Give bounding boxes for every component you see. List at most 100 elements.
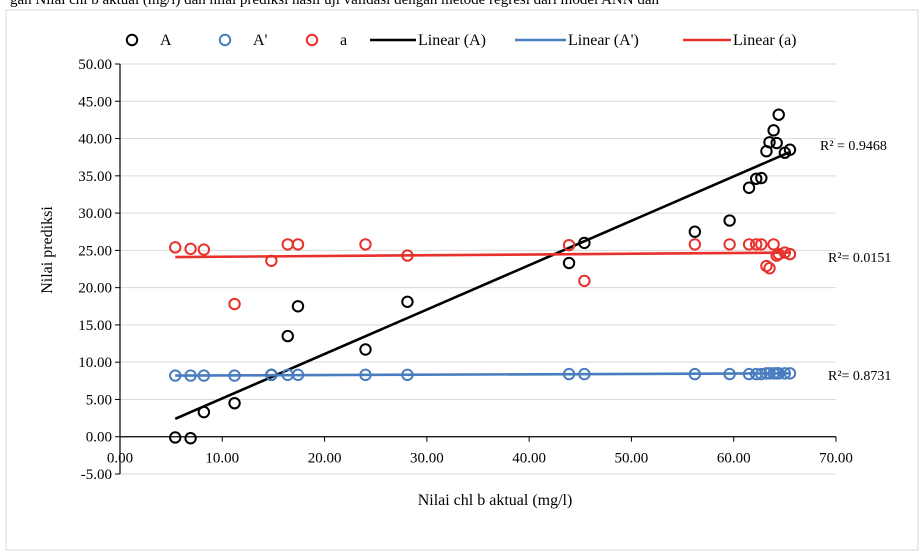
data-point: [578, 367, 591, 381]
data-point: [750, 238, 763, 251]
data-point: [228, 297, 241, 311]
data-point: [401, 249, 414, 262]
data-point: [359, 238, 372, 251]
legend-label: Linear (a): [733, 32, 797, 49]
x-tick-label: 40.00: [512, 451, 546, 467]
y-tick-label: 25.00: [78, 243, 112, 259]
data-point: [291, 238, 305, 251]
legend-label: A': [253, 32, 268, 49]
data-point: [723, 367, 736, 381]
data-point: [169, 431, 182, 444]
data-point: [750, 172, 763, 186]
data-point: [767, 238, 780, 251]
header-text: gan Nilai chl b aktual (mg/l) dan nilai …: [10, 0, 659, 8]
data-point: [359, 343, 372, 356]
data-point: [723, 214, 736, 227]
y-tick-label: 5.00: [86, 392, 112, 408]
data-point: [755, 238, 768, 251]
data-point: [742, 367, 756, 381]
data-point: [742, 181, 756, 194]
r2-labels: R² = 0.9468 R²= 0.8731 R²= 0.0151: [820, 139, 891, 384]
data-point: [723, 238, 736, 251]
y-tick-label: 30.00: [78, 206, 112, 222]
y-tick-label: 45.00: [78, 94, 112, 110]
data-point: [778, 367, 792, 380]
data-point: [169, 369, 182, 382]
x-tick-label: 70.00: [819, 451, 853, 467]
y-tick-labels: -5.00 0.00 5.00 10.00 15.00 20.00 25.00 30.00 35…: [78, 57, 120, 483]
y-tick-label: 35.00: [78, 169, 112, 185]
y-tick-label: 20.00: [78, 281, 112, 297]
legend-label: Linear (A'): [568, 32, 639, 49]
y-axis-title: Nilai prediksi: [39, 206, 56, 294]
legend-marker: [125, 33, 139, 47]
y-tick-label: 50.00: [78, 57, 112, 73]
chart-frame: [5, 9, 919, 551]
data-point: [228, 396, 241, 410]
data-point: [578, 274, 591, 288]
x-tick-label: 0.00: [107, 451, 133, 467]
data-point: [359, 368, 372, 382]
legend: A A' a Linear (A) Linear (A') Linear (a): [125, 32, 797, 49]
x-tick-label: 10.00: [205, 451, 239, 467]
y-tick-label: 40.00: [78, 132, 112, 148]
data-point: [197, 243, 211, 256]
data-point: [783, 247, 797, 261]
legend-label: A: [160, 32, 172, 49]
data-point: [562, 238, 576, 252]
data-point: [562, 256, 576, 270]
data-point: [755, 367, 768, 381]
data-points: [169, 108, 797, 445]
legend-marker: [218, 33, 232, 47]
data-point: [767, 124, 780, 137]
data-point: [562, 367, 576, 381]
data-point: [763, 367, 776, 380]
data-point: [401, 368, 414, 382]
r2-label: R² = 0.9468: [820, 139, 887, 154]
data-point: [197, 369, 211, 382]
x-tick-label: 30.00: [410, 451, 444, 467]
data-point: [184, 432, 197, 445]
trendline: [175, 251, 790, 259]
data-point: [763, 136, 776, 149]
data-point: [291, 300, 305, 313]
y-tick-label: 0.00: [86, 430, 112, 446]
y-tick-label: -5.00: [81, 467, 112, 483]
trendline: [175, 372, 790, 377]
data-point: [688, 367, 702, 381]
data-point: [755, 171, 768, 185]
data-point: [184, 242, 197, 256]
data-point: [291, 368, 305, 382]
data-point: [197, 405, 211, 419]
data-point: [265, 254, 278, 267]
data-point: [772, 108, 785, 121]
y-tick-label: 10.00: [78, 355, 112, 371]
data-point: [783, 367, 797, 380]
data-point: [265, 368, 278, 382]
data-point: [184, 369, 197, 382]
axes: [119, 64, 836, 474]
x-tick-label: 20.00: [308, 451, 342, 467]
y-tick-label: 15.00: [78, 318, 112, 334]
data-point: [763, 262, 776, 275]
data-point: [401, 295, 414, 308]
data-point: [688, 225, 702, 238]
data-point: [169, 241, 182, 254]
trendlines: [174, 150, 791, 421]
x-axis-title: Nilai chl b aktual (mg/l): [418, 492, 573, 509]
data-point: [578, 236, 591, 250]
data-point: [228, 369, 241, 382]
legend-label: Linear (A): [418, 32, 486, 49]
data-point: [770, 136, 783, 150]
data-point: [742, 238, 756, 251]
r2-label: R²= 0.8731: [828, 369, 891, 384]
data-point: [778, 246, 792, 259]
data-point: [783, 143, 797, 156]
x-tick-label: 50.00: [615, 451, 649, 467]
x-tick-labels: 0.00 10.00 20.00 30.00 40.00 50.00 60.00 70.00: [107, 436, 853, 467]
x-tick-label: 60.00: [717, 451, 751, 467]
data-point: [281, 329, 294, 343]
legend-marker: [305, 33, 319, 47]
